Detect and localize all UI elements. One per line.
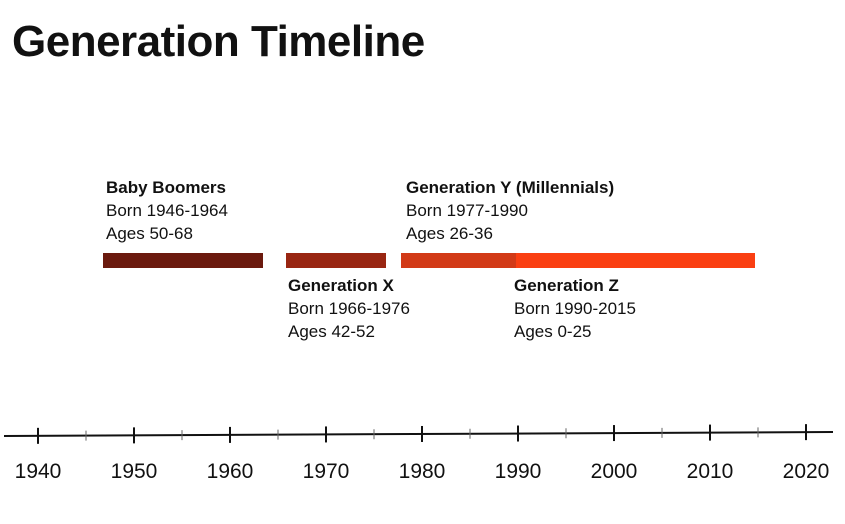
generation-ages: Ages 42-52 (288, 322, 375, 341)
generation-ages: Ages 50-68 (106, 224, 193, 243)
generation-ages: Ages 0-25 (514, 322, 592, 341)
tick-label: 1940 (15, 460, 62, 483)
bar-generation-y (401, 253, 517, 268)
bar-generation-x (286, 253, 386, 268)
tick-label: 2010 (687, 460, 734, 483)
tick-label: 2000 (591, 460, 638, 483)
label-baby-boomers: Baby Boomers Born 1946-1964 Ages 50-68 (106, 176, 228, 245)
tick-label: 1990 (495, 460, 542, 483)
generation-name: Baby Boomers (106, 178, 226, 197)
bar-generation-z (516, 253, 755, 268)
tick-label: 1980 (399, 460, 446, 483)
generation-ages: Ages 26-36 (406, 224, 493, 243)
label-generation-y: Generation Y (Millennials) Born 1977-199… (406, 176, 614, 245)
generation-born: Born 1966-1976 (288, 299, 410, 318)
generation-born: Born 1990-2015 (514, 299, 636, 318)
label-generation-z: Generation Z Born 1990-2015 Ages 0-25 (514, 274, 636, 343)
tick-label: 2020 (783, 460, 830, 483)
generation-name: Generation Z (514, 276, 619, 295)
generation-born: Born 1946-1964 (106, 201, 228, 220)
tick-label: 1950 (111, 460, 158, 483)
label-generation-x: Generation X Born 1966-1976 Ages 42-52 (288, 274, 410, 343)
tick-label: 1960 (207, 460, 254, 483)
bar-baby-boomers (103, 253, 263, 268)
generation-born: Born 1977-1990 (406, 201, 528, 220)
axis-ticks: 1940 1950 1960 1970 1980 1990 2000 2010 2020 (15, 424, 830, 483)
page-title: Generation Timeline (12, 17, 425, 66)
generation-name: Generation Y (Millennials) (406, 178, 615, 197)
axis-line (3, 431, 834, 437)
tick-label: 1970 (303, 460, 350, 483)
generation-name: Generation X (288, 276, 394, 295)
